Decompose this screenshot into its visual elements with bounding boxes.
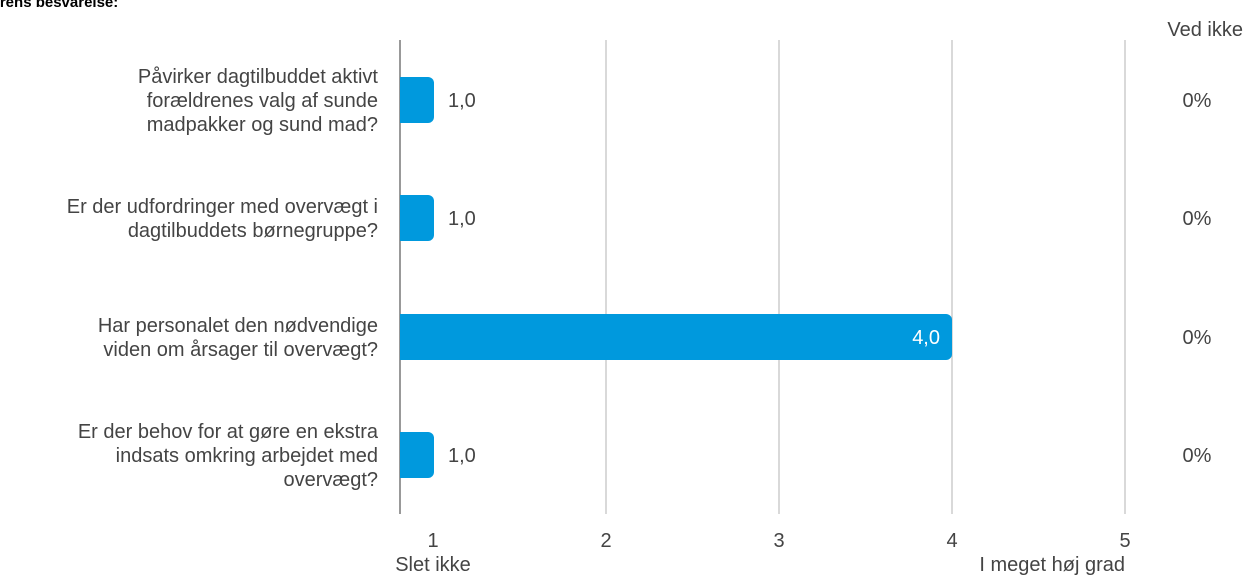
bar-base bbox=[400, 432, 410, 478]
x-axis-ticks: 1 2 3 4 5 Slet ikke I meget høj grad bbox=[395, 530, 1130, 576]
category-label-line: Påvirker dagtilbuddet aktivt bbox=[138, 66, 379, 88]
category-label-line: overvægt? bbox=[284, 469, 379, 491]
axis-end-label-left: Slet ikke bbox=[395, 554, 471, 576]
tick-label: 4 bbox=[946, 530, 957, 552]
bar-base bbox=[400, 314, 410, 360]
bar-base bbox=[400, 195, 410, 241]
data-label: 1,0 bbox=[448, 208, 476, 230]
bars: 1,0 1,0 4,0 1,0 bbox=[400, 77, 952, 478]
data-label: 1,0 bbox=[448, 445, 476, 467]
data-label: 1,0 bbox=[448, 90, 476, 112]
axis-end-label-right: I meget høj grad bbox=[979, 554, 1125, 576]
category-label-line: madpakker og sund mad? bbox=[147, 114, 378, 136]
dont-know-value: 0% bbox=[1183, 208, 1212, 230]
bar bbox=[400, 314, 952, 360]
bar-base bbox=[400, 77, 410, 123]
tick-label: 2 bbox=[600, 530, 611, 552]
grid-lines bbox=[399, 40, 1126, 514]
dont-know-value: 0% bbox=[1183, 327, 1212, 349]
category-label: Er der udfordringer med overvægt i dagtil… bbox=[67, 196, 378, 242]
chart-title: ederens besvarelse: bbox=[0, 0, 119, 11]
tick-label: 1 bbox=[427, 530, 438, 552]
category-label-line: dagtilbuddets børnegruppe? bbox=[128, 220, 378, 242]
dont-know-value: 0% bbox=[1183, 90, 1212, 112]
category-labels: Påvirker dagtilbuddet aktivt forældrenes … bbox=[67, 66, 379, 491]
category-label-line: forældrenes valg af sunde bbox=[147, 90, 378, 112]
tick-label: 3 bbox=[773, 530, 784, 552]
tick-label: 5 bbox=[1119, 530, 1130, 552]
dont-know-column: Ved ikke 0% 0% 0% 0% bbox=[1167, 19, 1243, 467]
dont-know-value: 0% bbox=[1183, 445, 1212, 467]
category-label-line: Er der behov for at gøre en ekstra bbox=[78, 421, 379, 443]
category-label-line: Er der udfordringer med overvægt i bbox=[67, 196, 378, 218]
category-label: Er der behov for at gøre en ekstra indsat… bbox=[78, 421, 379, 491]
category-label-line: viden om årsager til overvægt? bbox=[103, 339, 378, 361]
data-label: 4,0 bbox=[912, 327, 940, 349]
category-label-line: Har personalet den nødvendige bbox=[98, 315, 378, 337]
category-label-line: indsats omkring arbejdet med bbox=[116, 445, 378, 467]
dont-know-header: Ved ikke bbox=[1167, 19, 1243, 41]
category-label: Påvirker dagtilbuddet aktivt forældrenes … bbox=[138, 66, 379, 136]
category-label: Har personalet den nødvendige viden om år… bbox=[98, 315, 378, 361]
